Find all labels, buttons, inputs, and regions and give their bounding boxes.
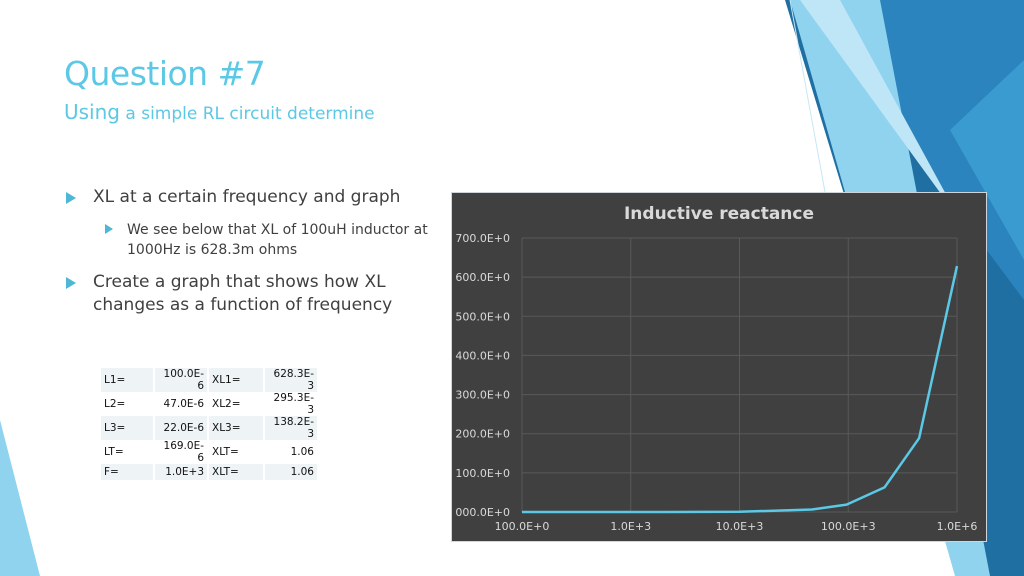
table-cell: 295.3E-3 [265, 392, 317, 416]
y-tick-label: 200.0E+0 [455, 428, 510, 441]
table-cell: XL3= [209, 416, 263, 440]
subtitle-first-word: Using [64, 100, 120, 124]
bullet-1-text: XL at a certain frequency and graph [93, 187, 401, 207]
x-tick-label: 1.0E+6 [937, 520, 978, 533]
x-tick-label: 10.0E+3 [716, 520, 764, 533]
subtitle-rest: a simple RL circuit determine [120, 104, 375, 124]
table-cell: 47.0E-6 [155, 392, 207, 416]
sub-bullet-arrow-icon [105, 224, 113, 234]
bullet-1: XL at a certain frequency and graph [66, 186, 401, 209]
x-tick-label: 1.0E+3 [610, 520, 651, 533]
table-cell: 628.3E-3 [265, 368, 317, 392]
sub-bullet-1-text: We see below that XL of 100uH inductor a… [127, 222, 428, 258]
slide-subtitle: Using a simple RL circuit determine [64, 100, 375, 124]
y-tick-label: 300.0E+0 [455, 389, 510, 402]
x-tick-label: 100.0E+3 [821, 520, 876, 533]
table-cell: LT= [101, 440, 153, 464]
table-row: L1= 100.0E-6 XL1= 628.3E-3 [101, 368, 317, 392]
table-row: L3= 22.0E-6 XL3= 138.2E-3 [101, 416, 317, 440]
reactance-chart: Inductive reactance000.0E+0100.0E+0200.0… [455, 204, 978, 533]
table-row: L2= 47.0E-6 XL2= 295.3E-3 [101, 392, 317, 416]
y-tick-label: 400.0E+0 [455, 349, 510, 362]
chart-container: Inductive reactance 000.0E+0 100.0E+0 200.0… [451, 192, 987, 542]
values-table: L1= 100.0E-6 XL1= 628.3E-3 L2= 47.0E-6 X… [99, 368, 319, 480]
bullet-2: Create a graph that shows how XL changes… [66, 271, 423, 317]
y-tick-label: 600.0E+0 [455, 271, 510, 284]
table-cell: 1.06 [265, 464, 317, 480]
table-cell: L3= [101, 416, 153, 440]
table-cell: XLT= [209, 464, 263, 480]
y-tick-label: 000.0E+0 [455, 506, 510, 519]
table-cell: 1.0E+3 [155, 464, 207, 480]
bullet-arrow-icon [66, 192, 76, 204]
table-cell: L2= [101, 392, 153, 416]
y-tick-label: 100.0E+0 [455, 467, 510, 480]
table-cell: 1.06 [265, 440, 317, 464]
table-cell: 169.0E-6 [155, 440, 207, 464]
table-cell: XL1= [209, 368, 263, 392]
x-tick-label: 100.0E+0 [495, 520, 550, 533]
table-cell: 100.0E-6 [155, 368, 207, 392]
table-cell: 22.0E-6 [155, 416, 207, 440]
table-cell: XLT= [209, 440, 263, 464]
table-cell: XL2= [209, 392, 263, 416]
bullet-2-text: Create a graph that shows how XL changes… [93, 272, 393, 315]
table-cell: F= [101, 464, 153, 480]
y-tick-label: 500.0E+0 [455, 310, 510, 323]
table-cell: L1= [101, 368, 153, 392]
bullet-arrow-icon [66, 277, 76, 289]
slide-title: Question #7 [64, 54, 266, 93]
y-tick-label: 700.0E+0 [455, 232, 510, 245]
table-row: F= 1.0E+3 XLT= 1.06 [101, 464, 317, 480]
table-cell: 138.2E-3 [265, 416, 317, 440]
sub-bullet-1: We see below that XL of 100uH inductor a… [105, 220, 447, 260]
chart-title: Inductive reactance [624, 204, 814, 224]
table-row: LT= 169.0E-6 XLT= 1.06 [101, 440, 317, 464]
